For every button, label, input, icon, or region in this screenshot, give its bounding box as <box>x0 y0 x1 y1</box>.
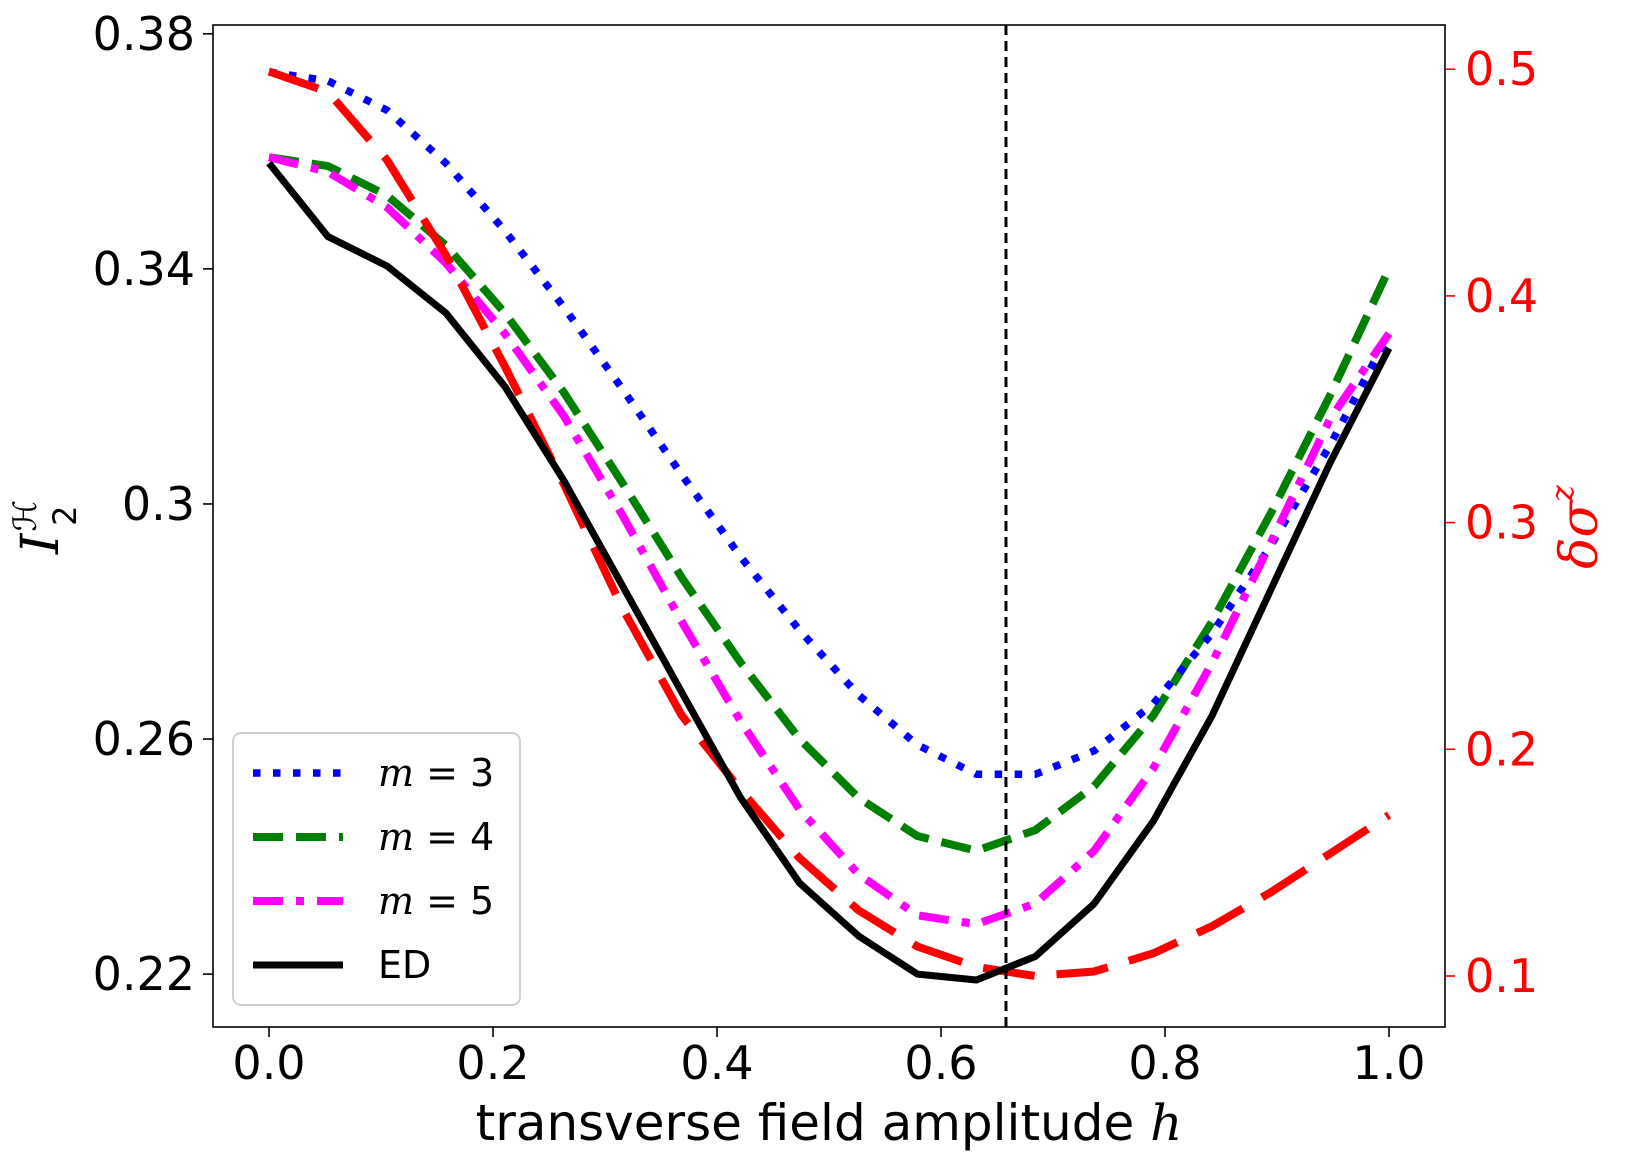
legend-label-m3: m = 3 <box>378 751 494 795</box>
y-right-tick-label: 0.5 <box>1465 42 1538 96</box>
svg-text:Iℋ2: Iℋ2 <box>6 500 84 555</box>
y-left-label-superscript: ℋ <box>6 500 44 532</box>
legend-label-m4: m = 4 <box>378 815 494 859</box>
x-axis-label-variable: h <box>1150 1094 1182 1152</box>
x-tick-label: 0.4 <box>680 1036 753 1090</box>
x-axis-label-text: transverse field amplitude <box>476 1094 1135 1152</box>
y-axis-left: 0.22 0.26 0.3 0.34 0.38 <box>93 7 213 1001</box>
y-left-tick-label: 0.22 <box>93 947 195 1001</box>
legend-var-m5: m <box>378 879 414 923</box>
y-right-tick-label: 0.4 <box>1465 269 1538 323</box>
x-tick-label: 0.2 <box>456 1036 529 1090</box>
legend-var-m3: m <box>378 751 414 795</box>
legend-box <box>232 732 521 1006</box>
y-right-tick-label: 0.2 <box>1465 722 1538 776</box>
x-axis: 0.0 0.2 0.4 0.6 0.8 1.0 <box>232 1027 1426 1090</box>
series-line-m-5 <box>268 153 1393 929</box>
y-left-tick-label: 0.26 <box>93 712 195 766</box>
y-left-label-subscript: 2 <box>46 506 84 526</box>
y-right-tick-label: 0.1 <box>1465 949 1538 1003</box>
series-line-delta-sigma-z <box>267 67 1392 980</box>
y-left-label-symbol: I <box>11 532 71 555</box>
x-tick-label: 0.6 <box>904 1036 977 1090</box>
legend: m = 3 m = 4 m = 5 ED <box>232 732 521 1006</box>
x-tick-label: 0.0 <box>232 1036 305 1090</box>
legend-label-ed: ED <box>378 943 431 987</box>
y-axis-right-label: δσz <box>1543 484 1610 569</box>
y-right-label-superscript: z <box>1543 484 1581 503</box>
y-right-tick-label: 0.3 <box>1465 496 1538 550</box>
y-left-tick-label: 0.38 <box>93 7 195 61</box>
x-axis-label: transverse field amplitude h <box>476 1094 1183 1152</box>
series-layer <box>266 67 1393 984</box>
y-left-tick-label: 0.3 <box>122 477 195 531</box>
x-tick-label: 1.0 <box>1352 1036 1425 1090</box>
x-tick-label: 0.8 <box>1128 1036 1201 1090</box>
series-line-ed <box>266 160 1393 984</box>
legend-label-m5: m = 5 <box>378 879 494 923</box>
svg-text:δσz: δσz <box>1543 484 1610 569</box>
legend-value-m3: 3 <box>470 751 494 795</box>
series-line-m-4 <box>268 153 1393 855</box>
legend-var-m4: m <box>378 815 414 859</box>
y-axis-left-label: Iℋ2 <box>6 500 84 555</box>
legend-value-m4: 4 <box>470 815 494 859</box>
y-axis-right: 0.1 0.2 0.3 0.4 0.5 <box>1445 42 1538 1003</box>
plot-area-frame <box>212 24 1446 1028</box>
legend-value-m5: 5 <box>470 879 494 923</box>
y-right-label-symbol: δσ <box>1550 501 1610 569</box>
y-left-tick-label: 0.34 <box>93 242 195 296</box>
